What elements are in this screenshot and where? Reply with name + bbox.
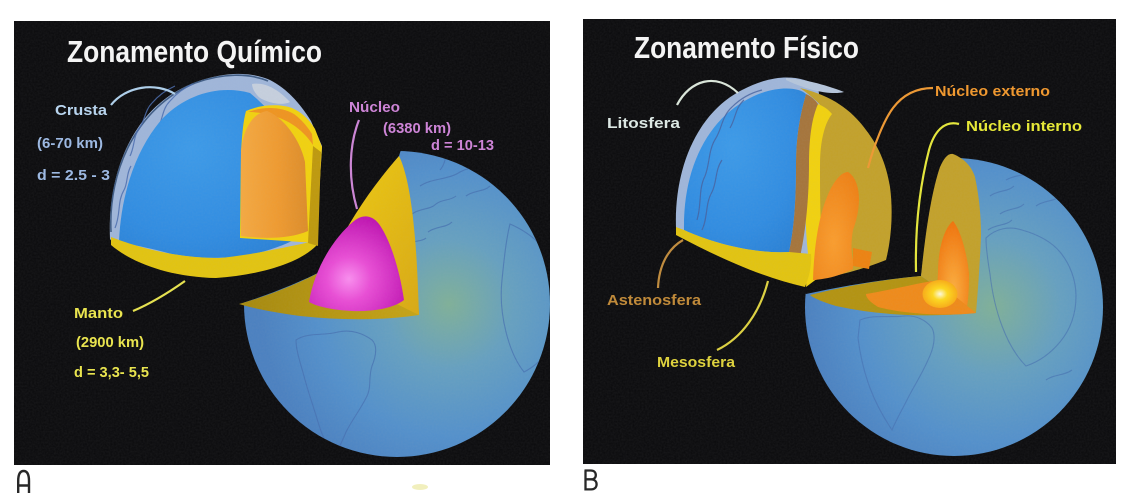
svg-text:Zonamento Químico: Zonamento Químico (67, 34, 322, 69)
svg-text:Astenosfera: Astenosfera (607, 292, 702, 309)
svg-text:(6-70 km): (6-70 km) (37, 135, 103, 152)
svg-text:Núcleo externo: Núcleo externo (935, 83, 1050, 100)
svg-text:(2900 km): (2900 km) (76, 334, 144, 351)
svg-text:(6380 km): (6380 km) (383, 120, 451, 137)
svg-text:Mesosfera: Mesosfera (657, 354, 736, 371)
svg-text:Núcleo: Núcleo (349, 99, 400, 116)
svg-text:Núcleo interno: Núcleo interno (966, 118, 1082, 135)
svg-text:Litosfera: Litosfera (607, 115, 681, 132)
svg-text:Manto: Manto (74, 305, 123, 322)
svg-text:d = 2.5 - 3: d = 2.5 - 3 (37, 167, 110, 184)
svg-text:Zonamento Físico: Zonamento Físico (634, 30, 859, 65)
svg-text:Crusta: Crusta (55, 102, 108, 119)
svg-text:d = 10-13: d = 10-13 (431, 137, 494, 154)
svg-text:d = 3,3- 5,5: d = 3,3- 5,5 (74, 364, 149, 381)
